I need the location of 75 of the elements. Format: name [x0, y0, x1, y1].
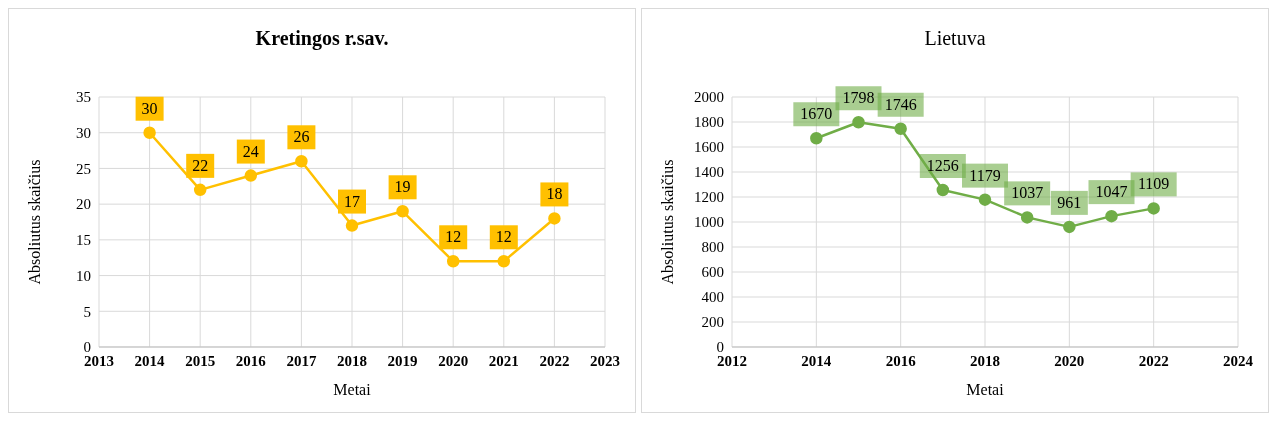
point [295, 155, 308, 168]
data-label: 26 [293, 128, 310, 146]
point [446, 255, 460, 268]
data-label: 1746 [884, 95, 917, 113]
point [244, 169, 258, 182]
y-tick-label: 10 [76, 267, 91, 284]
y-tick-label: 200 [701, 314, 724, 331]
point [1063, 220, 1076, 234]
y-tick-label: 20 [76, 196, 91, 213]
chart-title: Lietuva [923, 27, 987, 51]
point [396, 205, 409, 218]
point [193, 183, 207, 197]
data-label: 17 [344, 192, 360, 210]
y-tick-label: 400 [701, 289, 724, 306]
point [894, 122, 907, 135]
y-tick-label: 5 [83, 303, 91, 320]
x-tick-label: 2019 [387, 352, 418, 369]
y-axis-title: Absoliutus skaičius [658, 159, 676, 285]
x-tick-label: 2020 [438, 352, 469, 369]
x-tick-label: 2014 [134, 352, 166, 369]
data-label: 12 [495, 228, 512, 246]
x-tick-label: 2016 [235, 352, 267, 369]
point [1147, 202, 1160, 215]
data-label: 1037 [1011, 184, 1044, 202]
data-label: 1798 [842, 89, 875, 107]
x-tick-label: 2018 [337, 352, 367, 369]
y-tick-label: 2000 [694, 89, 724, 106]
y-tick-label: 1800 [694, 114, 724, 131]
data-label: 1047 [1095, 183, 1128, 201]
data-label: 1670 [800, 105, 833, 123]
point [810, 132, 823, 145]
point [852, 116, 865, 129]
x-tick-label: 2022 [1138, 352, 1169, 369]
point [345, 219, 359, 232]
point [548, 212, 561, 225]
y-tick-label: 35 [76, 89, 91, 106]
data-label: 1256 [926, 157, 959, 174]
y-tick-label: 1000 [694, 214, 724, 231]
point [978, 193, 992, 206]
data-label: 24 [242, 142, 259, 160]
y-tick-label: 30 [76, 125, 91, 142]
chart-title: Kretingos r.sav. [254, 27, 390, 52]
data-label: 19 [394, 178, 411, 196]
data-label: 18 [546, 185, 563, 203]
y-tick-label: 800 [701, 239, 724, 256]
x-tick-label: 2015 [185, 352, 216, 369]
data-label: 22 [192, 156, 209, 174]
y-tick-label: 1400 [694, 164, 724, 181]
x-axis-title: Metai [966, 381, 1005, 398]
x-tick-label: 2021 [488, 352, 519, 369]
x-tick-label: 2020 [1054, 352, 1085, 369]
point [143, 126, 156, 139]
y-axis-title: Absoliutus skaičius [25, 159, 43, 285]
data-label: 12 [445, 228, 462, 246]
data-label: 1179 [969, 166, 1001, 184]
data-label: 961 [1057, 193, 1082, 211]
point [497, 255, 511, 268]
x-tick-label: 2014 [801, 352, 832, 369]
x-axis-title: Metai [333, 381, 372, 398]
y-tick-label: 25 [76, 160, 91, 177]
point [936, 183, 950, 197]
x-tick-label: 2024 [1223, 352, 1254, 369]
point [1105, 209, 1118, 223]
y-tick-label: 1200 [694, 189, 724, 206]
x-tick-label: 2023 [590, 352, 620, 369]
data-label: 1109 [1137, 175, 1170, 193]
y-tick-label: 1600 [694, 139, 724, 156]
y-tick-label: 15 [76, 232, 91, 249]
x-tick-label: 2017 [286, 352, 317, 369]
data-label: 30 [141, 99, 158, 117]
y-tick-label: 600 [701, 264, 724, 281]
x-tick-label: 2022 [539, 352, 570, 369]
x-tick-label: 2016 [885, 352, 917, 369]
point [1020, 211, 1034, 224]
x-tick-label: 2018 [970, 352, 1000, 369]
